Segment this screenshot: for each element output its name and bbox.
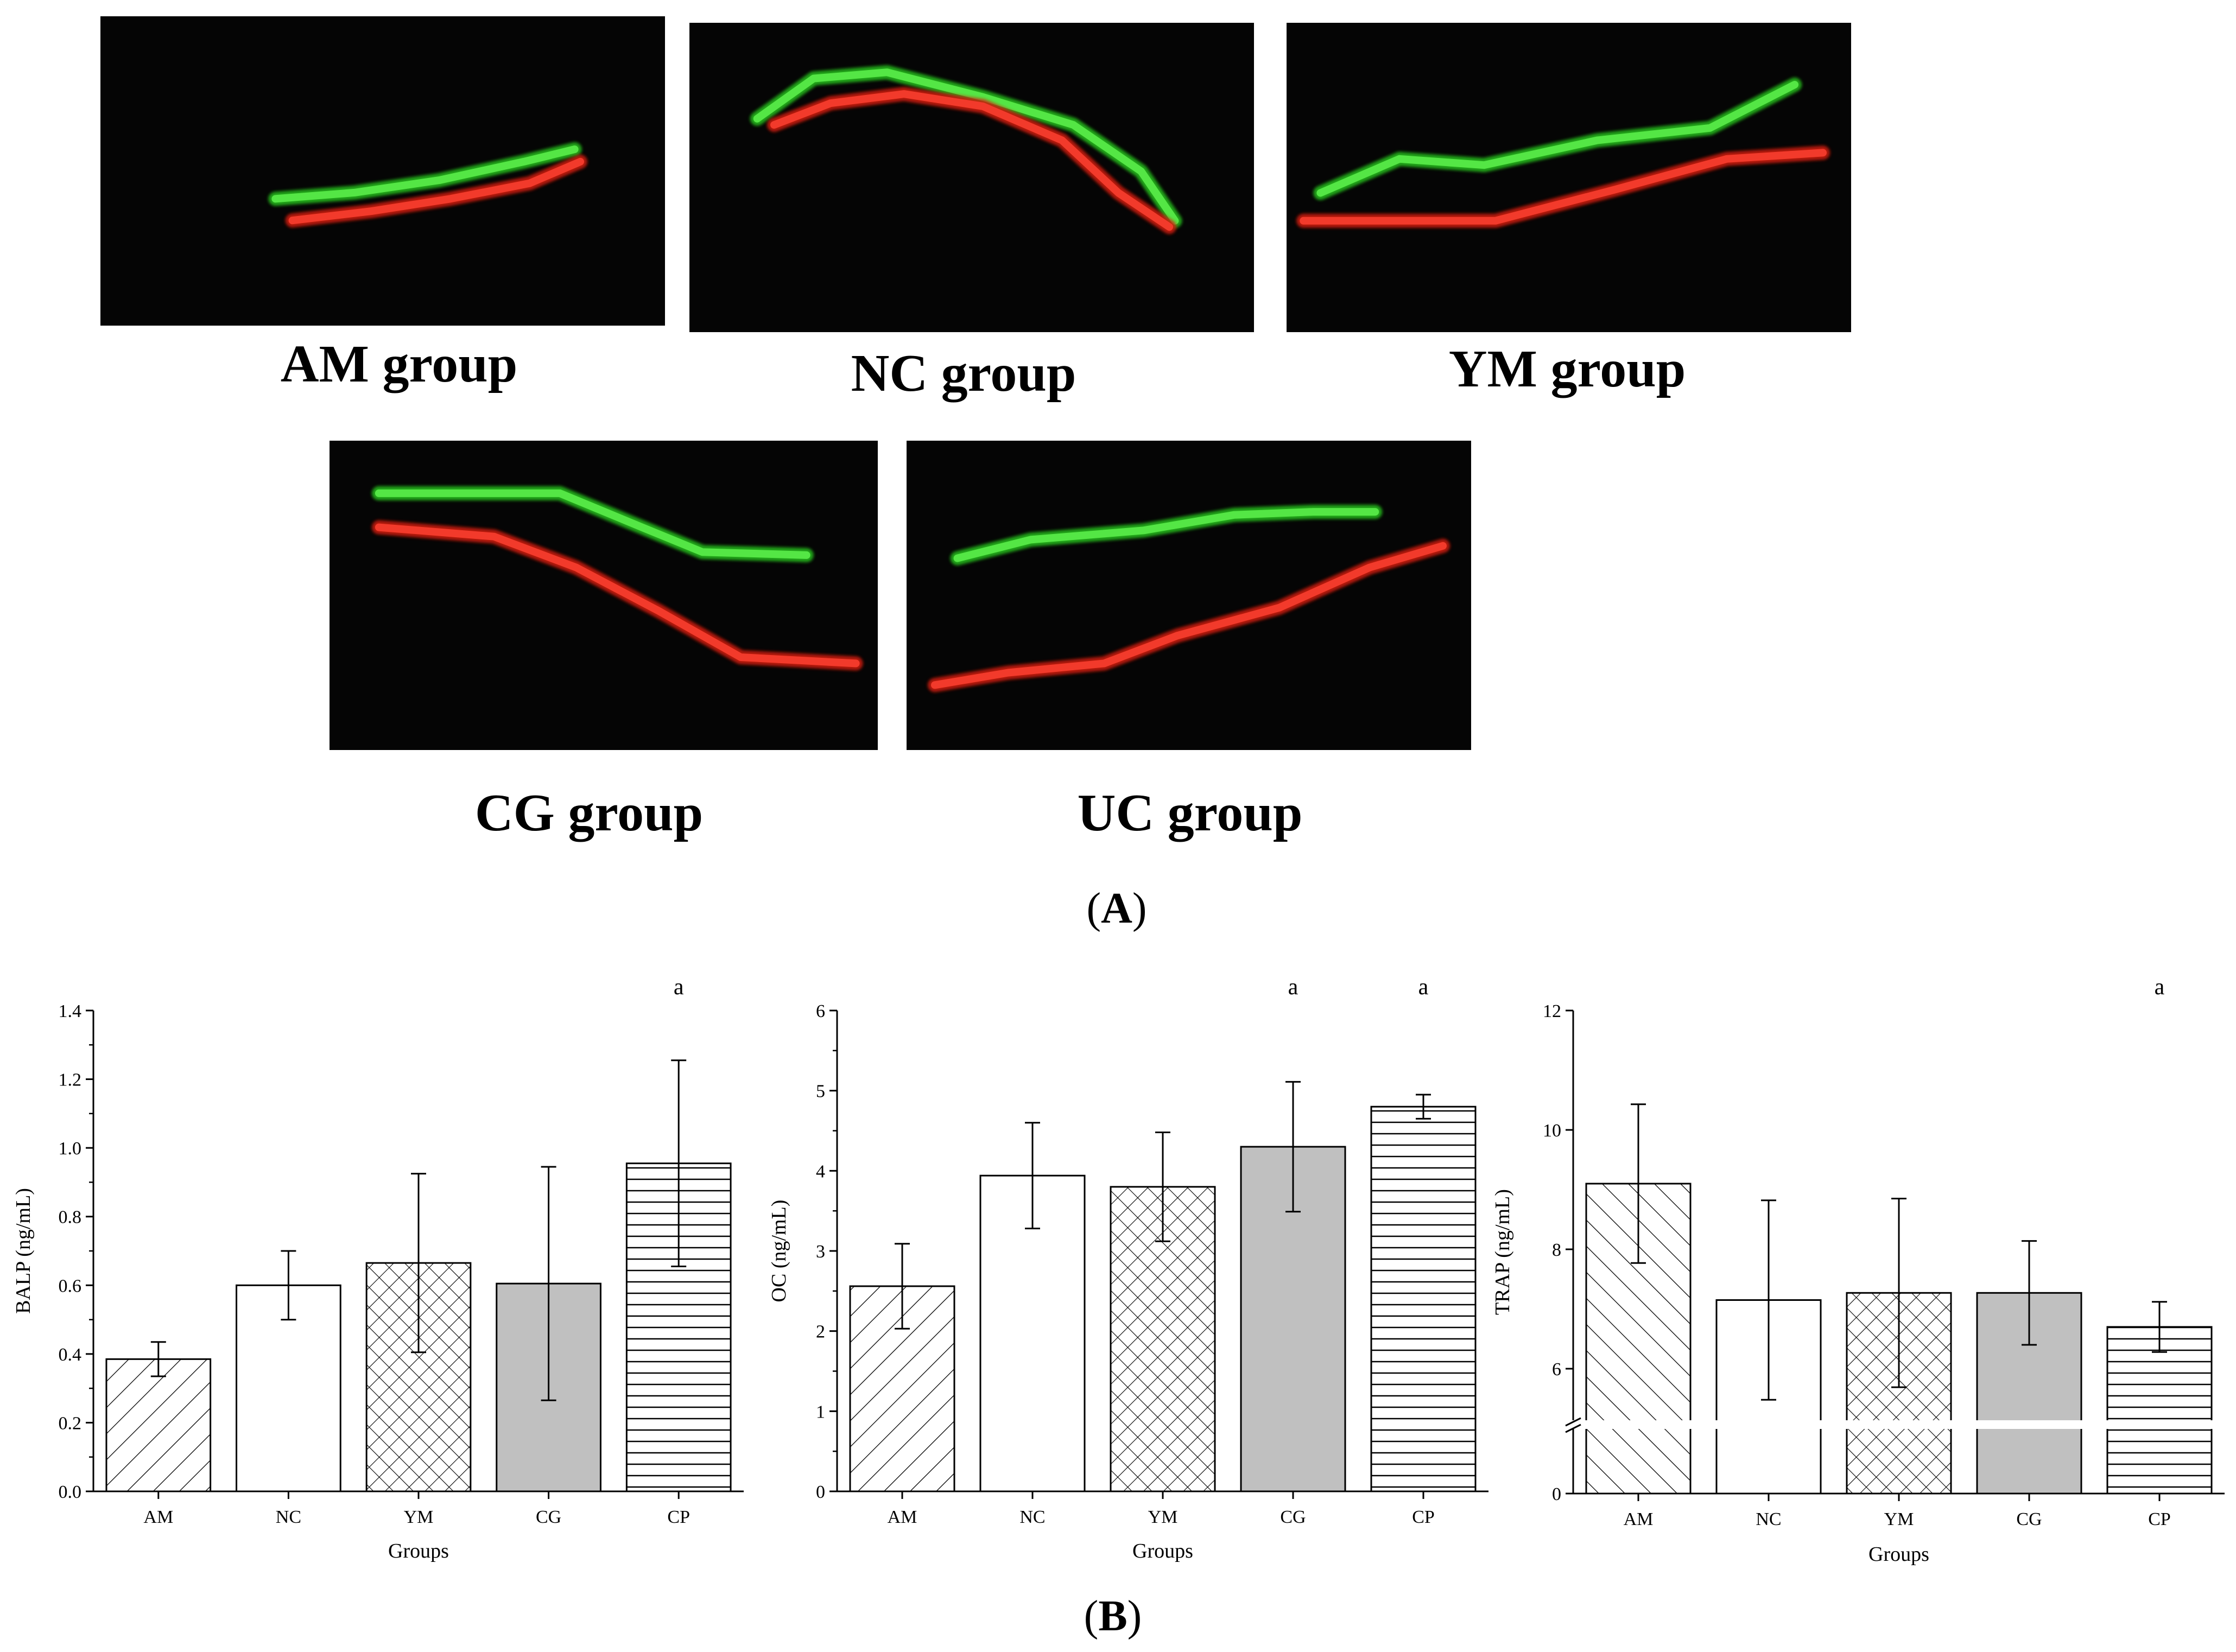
error-bar-trap-cp	[2152, 1301, 2167, 1353]
green-fluorescent-line	[750, 65, 1182, 228]
y-tick-label: 0.4	[59, 1345, 82, 1365]
y-axis-title: OC (ng/mL)	[768, 1200, 790, 1302]
x-tick-label: NC	[1756, 1509, 1781, 1529]
error-bar-trap-am	[1631, 1103, 1646, 1264]
significance-label: a	[1288, 975, 1298, 1000]
x-tick-label: CP	[667, 1507, 690, 1527]
y-tick-label: 0.0	[59, 1482, 82, 1502]
bar-oc-cp	[1370, 1105, 1477, 1492]
micrograph-ym-image	[1287, 23, 1851, 332]
y-tick-label: 3	[816, 1242, 825, 1262]
y-tick-label: 1	[816, 1402, 825, 1422]
red-fluorescent-line	[371, 520, 863, 671]
y-tick-label: 1.2	[59, 1070, 82, 1090]
x-tick-label: YM	[404, 1507, 434, 1527]
micrograph-am: AM group	[100, 16, 665, 393]
y-tick-label: 10	[1543, 1121, 1561, 1141]
micrograph-ym: YM group	[1287, 23, 1851, 398]
y-tick-label: 2	[816, 1322, 825, 1342]
x-axis-title: Groups	[388, 1540, 449, 1562]
x-tick-label: CG	[1280, 1507, 1306, 1527]
y-tick-label: 1.4	[59, 1001, 82, 1021]
axis-break-gap	[1562, 1420, 2225, 1429]
panel-a-micrographs: AM group NC group YM group CG group UC g…	[100, 16, 1851, 932]
error-bar-balp-nc	[281, 1250, 296, 1321]
x-axis-title: Groups	[1868, 1543, 1929, 1566]
x-tick-label: AM	[1624, 1509, 1654, 1529]
panel-a-label: (A)	[1086, 885, 1146, 932]
x-tick-label: AM	[888, 1507, 917, 1527]
error-bar-trap-cg	[2022, 1240, 2037, 1346]
micrograph-uc-image	[907, 441, 1471, 750]
micrograph-ym-caption: YM group	[1449, 340, 1686, 398]
x-axis-title: Groups	[1132, 1540, 1193, 1562]
green-fluorescent-line	[371, 486, 814, 562]
error-bar-oc-ym	[1155, 1131, 1170, 1242]
bar-trap-cp	[2106, 1326, 2213, 1495]
error-bar-trap-ym	[1891, 1198, 1906, 1388]
significance-label: a	[674, 975, 684, 1000]
micrograph-nc: NC group	[689, 23, 1254, 403]
error-bar-balp-cg	[541, 1166, 556, 1401]
error-bar-oc-cp	[1416, 1094, 1431, 1120]
red-fluorescent-line	[1296, 145, 1830, 228]
red-fluorescent-line	[285, 154, 587, 228]
micrograph-cg: CG group	[330, 441, 878, 842]
balp-chart: AM NC YM CG CP a 0.0 0.2 0.4 0.6 0.8 1.0 1.2 1.4 Group…	[12, 975, 744, 1562]
red-fluorescent-line	[767, 87, 1176, 234]
error-bar-balp-cp	[671, 1059, 687, 1267]
significance-label: a	[1418, 975, 1429, 1000]
micrograph-uc-caption: UC group	[1078, 784, 1303, 842]
x-tick-label: YM	[1884, 1509, 1914, 1529]
axis-break-mark	[1565, 1417, 1581, 1433]
red-fluorescent-line	[928, 538, 1450, 692]
x-tick-label: NC	[1019, 1507, 1045, 1527]
error-bar-trap-nc	[1761, 1199, 1776, 1401]
micrograph-nc-image	[689, 23, 1254, 332]
y-tick-label: 0.6	[59, 1276, 82, 1296]
x-tick-label: YM	[1148, 1507, 1178, 1527]
micrograph-am-image	[100, 16, 665, 326]
y-tick-label: 0.2	[59, 1413, 82, 1433]
y-tick-label: 0.8	[59, 1208, 82, 1228]
micrograph-am-caption: AM group	[281, 335, 518, 393]
y-axis-title: TRAP (ng/mL)	[1491, 1189, 1514, 1315]
x-tick-label: CG	[2016, 1509, 2042, 1529]
panel-b-charts: AM NC YM CG CP a 0.0 0.2 0.4 0.6 0.8 1.0 1.2 1.4 Group…	[12, 975, 2225, 1640]
y-tick-label: 1.0	[59, 1139, 82, 1159]
y-tick-label: 5	[816, 1082, 825, 1102]
x-tick-label: AM	[143, 1507, 173, 1527]
y-axis-title: BALP (ng/mL)	[12, 1188, 35, 1314]
micrograph-nc-caption: NC group	[851, 344, 1076, 403]
error-bar-balp-ym	[411, 1173, 426, 1354]
y-tick-label: 6	[1552, 1359, 1561, 1380]
y-tick-label: 12	[1543, 1001, 1561, 1021]
y-tick-label: 8	[1552, 1240, 1561, 1260]
panel-a-letter: A	[1101, 885, 1132, 932]
y-tick-label: 0	[816, 1482, 825, 1502]
error-bar-oc-nc	[1025, 1122, 1040, 1230]
micrograph-uc: UC group	[907, 441, 1471, 842]
green-fluorescent-line	[1313, 78, 1802, 200]
panel-b-label: (B)	[1084, 1592, 1142, 1640]
micrograph-cg-caption: CG group	[475, 784, 703, 842]
bar-balp-am	[105, 1358, 212, 1492]
trap-chart: AM NC YM CG CP a 0 6 8 10 12 Groups TRAP (ng/mL)	[1491, 975, 2225, 1566]
green-fluorescent-line	[268, 142, 582, 206]
significance-label: a	[2155, 975, 2165, 1000]
x-tick-label: CG	[536, 1507, 561, 1527]
green-fluorescent-line	[950, 505, 1383, 566]
error-bar-balp-am	[150, 1341, 166, 1377]
x-tick-label: NC	[276, 1507, 301, 1527]
error-bar-oc-am	[895, 1243, 910, 1330]
error-bar-oc-cg	[1285, 1081, 1301, 1213]
y-tick-label: 6	[816, 1001, 825, 1021]
x-tick-label: CP	[1412, 1507, 1435, 1527]
y-tick-label: 0	[1552, 1484, 1561, 1504]
panel-b-letter: B	[1098, 1592, 1127, 1640]
oc-chart: AM NC YM CG a CP a 0 1 2 3 4 5 6 Groups OC (ng/mL)	[768, 975, 1488, 1562]
x-tick-label: CP	[2148, 1509, 2171, 1529]
y-tick-label: 4	[816, 1161, 825, 1181]
